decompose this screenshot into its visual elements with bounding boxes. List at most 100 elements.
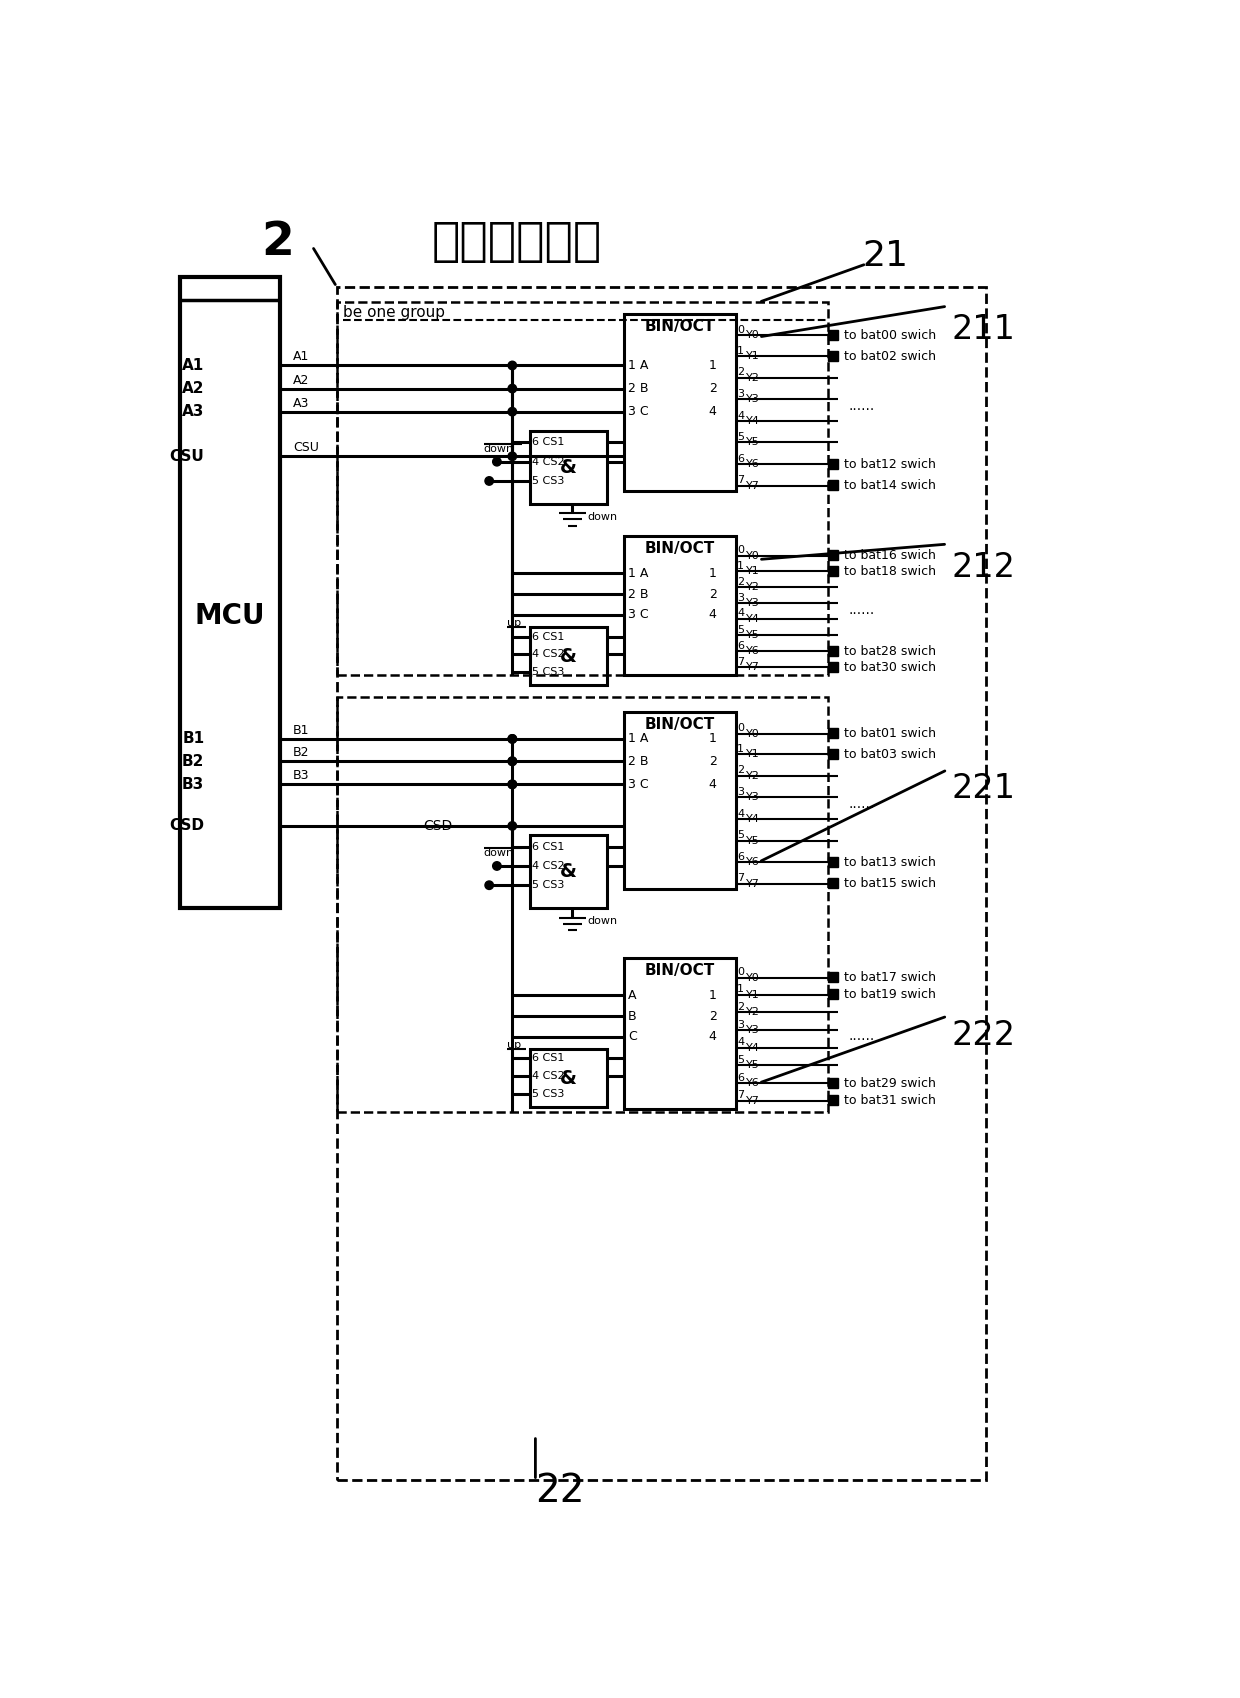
Text: 4 CS2: 4 CS2 (532, 649, 565, 659)
Text: 3: 3 (737, 1019, 744, 1029)
Text: B1: B1 (293, 723, 309, 737)
Text: 4 CS2: 4 CS2 (532, 861, 565, 871)
Text: 211: 211 (951, 312, 1016, 346)
Text: 5 CS3: 5 CS3 (532, 667, 564, 678)
Bar (529, 431, 608, 504)
Bar (828, 550, 838, 560)
Text: 1: 1 (708, 988, 717, 1002)
Text: 3 C: 3 C (627, 778, 649, 791)
Circle shape (508, 735, 517, 744)
Text: 2 B: 2 B (627, 588, 649, 601)
Circle shape (508, 735, 517, 744)
Text: to bat03 swich: to bat03 swich (844, 747, 936, 761)
Text: 4: 4 (737, 808, 744, 818)
Bar (828, 329, 838, 340)
Text: up: up (507, 618, 521, 628)
Text: 7: 7 (737, 1090, 744, 1100)
Text: 5: 5 (737, 625, 744, 635)
Circle shape (508, 362, 517, 370)
Text: to bat18 swich: to bat18 swich (844, 564, 936, 577)
Text: CSD: CSD (170, 818, 205, 834)
Text: 3 C: 3 C (627, 608, 649, 621)
Text: 212: 212 (951, 550, 1016, 584)
Text: ......: ...... (848, 399, 874, 413)
Text: 4: 4 (737, 411, 744, 421)
Text: A1: A1 (293, 350, 309, 363)
Text: to bat12 swich: to bat12 swich (844, 457, 936, 470)
Text: 2: 2 (708, 382, 717, 396)
Bar (529, 835, 608, 908)
Text: 3: 3 (737, 593, 744, 603)
Text: 6 CS1: 6 CS1 (532, 842, 564, 852)
Text: 1: 1 (737, 985, 744, 993)
Text: ......: ...... (848, 1029, 874, 1043)
Text: CSD: CSD (424, 818, 453, 834)
Text: 222: 222 (951, 1019, 1016, 1051)
Text: to bat01 swich: to bat01 swich (844, 727, 936, 740)
Text: 0: 0 (737, 723, 744, 734)
Text: 22: 22 (536, 1472, 585, 1510)
Circle shape (485, 477, 494, 486)
Text: BIN/OCT: BIN/OCT (645, 963, 715, 978)
Circle shape (508, 779, 517, 788)
Text: to bat16 swich: to bat16 swich (844, 548, 936, 562)
Text: 1 A: 1 A (627, 567, 649, 579)
Text: 5 CS3: 5 CS3 (532, 1088, 564, 1099)
Bar (828, 458, 838, 469)
Text: 1: 1 (737, 744, 744, 754)
Text: down: down (588, 917, 618, 927)
Text: 0: 0 (737, 324, 744, 335)
Text: Y3: Y3 (746, 793, 760, 803)
Text: Y1: Y1 (746, 565, 760, 576)
Text: Y2: Y2 (746, 374, 760, 382)
Text: Y7: Y7 (746, 481, 760, 491)
Text: Y6: Y6 (746, 458, 760, 469)
Text: 21: 21 (863, 239, 909, 273)
Text: 7: 7 (737, 657, 744, 667)
Text: CSU: CSU (170, 448, 205, 464)
Text: Y4: Y4 (746, 416, 760, 426)
Text: Y6: Y6 (746, 1078, 760, 1088)
Text: Y1: Y1 (746, 749, 760, 759)
Bar (337, 287, 986, 1481)
Circle shape (508, 408, 517, 416)
Bar (828, 645, 838, 655)
Text: B2: B2 (182, 754, 205, 769)
Text: to bat02 swich: to bat02 swich (844, 350, 936, 363)
Text: 1 A: 1 A (627, 358, 649, 372)
Bar (529, 627, 608, 684)
Text: Y7: Y7 (746, 662, 760, 672)
Text: Y3: Y3 (746, 394, 760, 404)
Circle shape (492, 457, 501, 465)
Text: 7: 7 (737, 873, 744, 883)
Text: 4: 4 (708, 406, 717, 418)
Text: Y6: Y6 (746, 857, 760, 868)
Bar (180, 277, 280, 908)
Text: B2: B2 (293, 745, 309, 759)
Text: 2 B: 2 B (627, 754, 649, 767)
Text: 2: 2 (260, 219, 294, 265)
Text: 4: 4 (737, 1037, 744, 1048)
Bar (828, 565, 838, 576)
Text: &: & (560, 458, 577, 477)
Bar (624, 537, 735, 676)
Bar (828, 990, 838, 998)
Text: Y5: Y5 (746, 630, 760, 640)
Bar (529, 1049, 608, 1107)
Text: to bat29 swich: to bat29 swich (844, 1077, 936, 1090)
Text: Y4: Y4 (746, 1043, 760, 1053)
Text: 2: 2 (708, 588, 717, 601)
Text: 开关选通模块: 开关选通模块 (432, 219, 601, 265)
Text: 2: 2 (708, 1010, 717, 1022)
Text: Y0: Y0 (746, 331, 760, 340)
Text: Y6: Y6 (746, 647, 760, 655)
Text: Y5: Y5 (746, 835, 760, 846)
Text: Y5: Y5 (746, 438, 760, 448)
Text: 5 CS3: 5 CS3 (532, 475, 564, 486)
Circle shape (508, 822, 517, 830)
Text: Y7: Y7 (746, 1095, 760, 1105)
Text: Y1: Y1 (746, 351, 760, 362)
Text: B: B (627, 1010, 636, 1022)
Bar (624, 711, 735, 890)
Text: 5: 5 (737, 431, 744, 441)
